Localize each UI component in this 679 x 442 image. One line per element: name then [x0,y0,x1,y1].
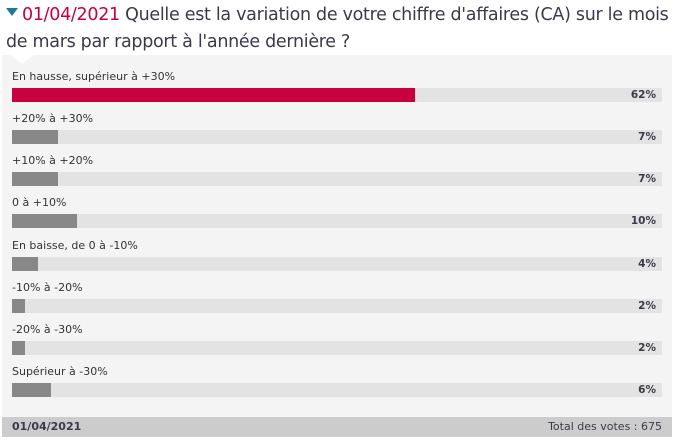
panel-notch [10,55,34,64]
result-bar [12,172,58,186]
option-percentage: 4% [638,258,656,270]
poll-footer: 01/04/2021 Total des votes : 675 [2,417,672,437]
poll-title: 01/04/2021 Quelle est la variation de vo… [6,2,676,56]
option-percentage: 10% [630,215,656,227]
result-bar [12,214,77,228]
footer-date: 01/04/2021 [12,420,82,433]
option-label: -10% à -20% [12,281,83,294]
option-label: Supérieur à -30% [12,365,108,378]
result-bar-track: 2% [12,341,662,355]
poll-option-row: 0 à +10% 10% [12,196,662,238]
result-bar [12,130,58,144]
option-percentage: 7% [638,131,656,143]
result-bar-track: 6% [12,383,662,397]
result-bar [12,257,38,271]
option-label: En baisse, de 0 à -10% [12,239,138,252]
option-label: +20% à +30% [12,112,94,125]
option-percentage: 6% [638,384,656,396]
total-votes: Total des votes : 675 [548,420,662,433]
result-bar [12,299,25,313]
result-bar-track: 10% [12,214,662,228]
result-bar-track: 2% [12,299,662,313]
poll-option-row: +20% à +30% 7% [12,112,662,154]
option-label: 0 à +10% [12,196,67,209]
option-percentage: 7% [638,173,656,185]
poll-results-panel: En hausse, supérieur à +30% 62% +20% à +30… [2,55,672,417]
result-bar-track: 4% [12,257,662,271]
option-label: -20% à -30% [12,323,83,336]
result-bar-track: 62% [12,88,662,102]
poll-option-row: +10% à +20% 7% [12,154,662,196]
result-bar [12,341,25,355]
option-label: En hausse, supérieur à +30% [12,70,176,83]
poll-option-row: En hausse, supérieur à +30% 62% [12,70,662,112]
option-percentage: 62% [630,89,656,101]
poll-question: Quelle est la variation de votre chiffre… [6,5,669,52]
poll-option-row: Supérieur à -30% 6% [12,365,662,407]
result-bar-track: 7% [12,130,662,144]
result-bar [12,88,415,102]
option-percentage: 2% [638,342,656,354]
result-bar-track: 7% [12,172,662,186]
option-label: +10% à +20% [12,154,94,167]
poll-option-row: -20% à -30% 2% [12,323,662,365]
poll-option-row: -10% à -20% 2% [12,281,662,323]
poll-date: 01/04/2021 [22,5,120,25]
result-bar [12,383,51,397]
poll-option-row: En baisse, de 0 à -10% 4% [12,239,662,281]
collapse-triangle-icon[interactable] [6,8,18,16]
option-percentage: 2% [638,300,656,312]
